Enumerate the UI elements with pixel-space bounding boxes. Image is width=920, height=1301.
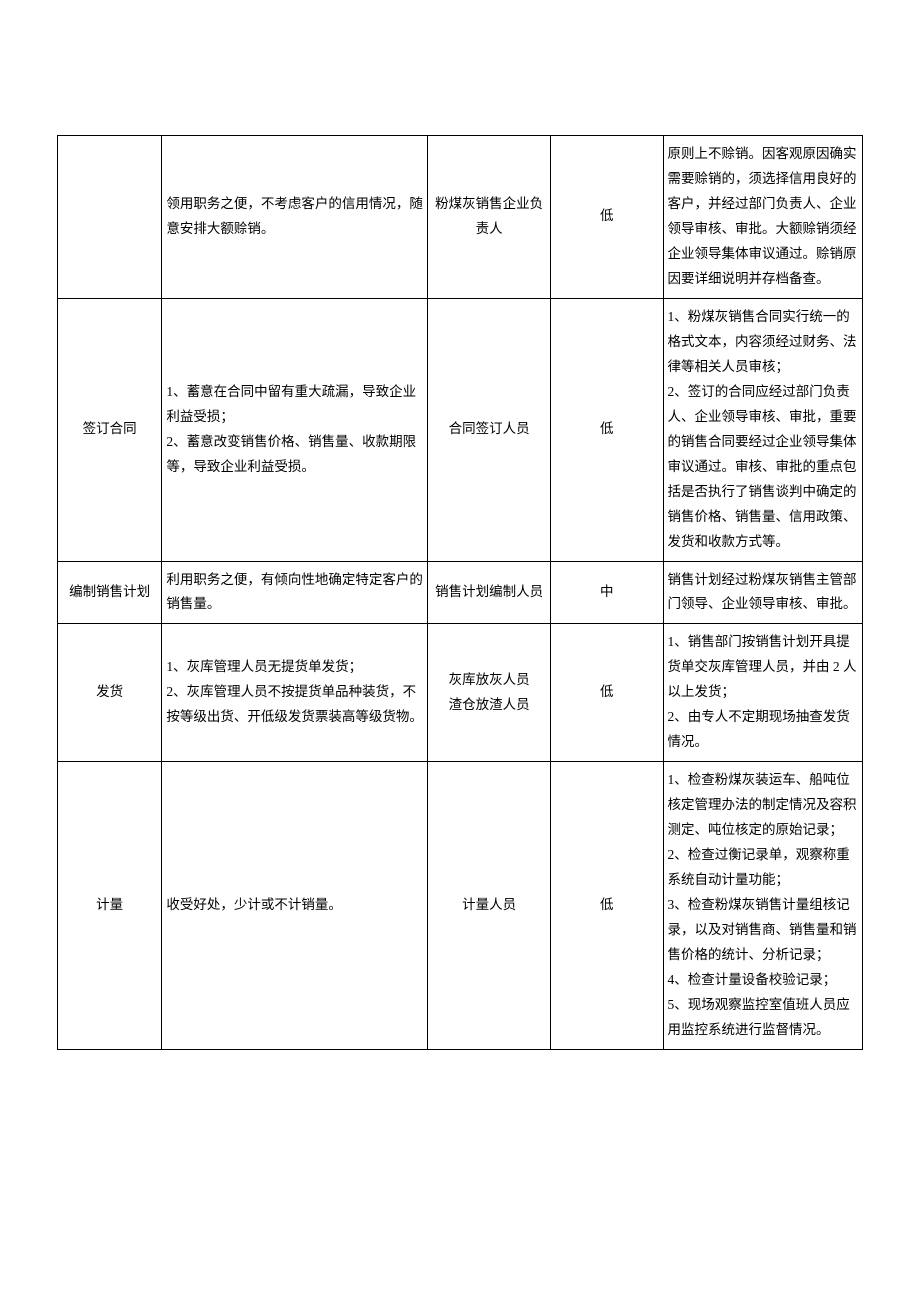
cell-level: 低: [551, 624, 664, 762]
cell-measure: 1、销售部门按销售计划开具提货单交灰库管理人员，并由 2 人以上发货；2、由专人…: [663, 624, 862, 762]
cell-responsible: 合同签订人员: [428, 298, 551, 561]
cell-process: 发货: [58, 624, 162, 762]
cell-process: 计量: [58, 762, 162, 1050]
cell-risk: 1、灰库管理人员无提货单发货；2、灰库管理人员不按提货单品种装货，不按等级出货、…: [162, 624, 428, 762]
cell-risk: 利用职务之便，有倾向性地确定特定客户的销售量。: [162, 561, 428, 624]
cell-risk: 收受好处，少计或不计销量。: [162, 762, 428, 1050]
risk-control-table: 领用职务之便，不考虑客户的信用情况，随意安排大额赊销。 粉煤灰销售企业负责人 低…: [57, 135, 863, 1050]
table-row: 领用职务之便，不考虑客户的信用情况，随意安排大额赊销。 粉煤灰销售企业负责人 低…: [58, 136, 863, 299]
cell-responsible: 计量人员: [428, 762, 551, 1050]
table-row: 签订合同 1、蓄意在合同中留有重大疏漏，导致企业利益受损；2、蓄意改变销售价格、…: [58, 298, 863, 561]
table-row: 编制销售计划 利用职务之便，有倾向性地确定特定客户的销售量。 销售计划编制人员 …: [58, 561, 863, 624]
cell-responsible: 灰库放灰人员渣仓放渣人员: [428, 624, 551, 762]
cell-level: 低: [551, 298, 664, 561]
cell-process: 签订合同: [58, 298, 162, 561]
cell-measure: 1、粉煤灰销售合同实行统一的格式文本，内容须经过财务、法律等相关人员审核；2、签…: [663, 298, 862, 561]
table-row: 计量 收受好处，少计或不计销量。 计量人员 低 1、检查粉煤灰装运车、船吨位核定…: [58, 762, 863, 1050]
cell-level: 中: [551, 561, 664, 624]
cell-responsible: 粉煤灰销售企业负责人: [428, 136, 551, 299]
cell-responsible: 销售计划编制人员: [428, 561, 551, 624]
cell-measure: 销售计划经过粉煤灰销售主管部门领导、企业领导审核、审批。: [663, 561, 862, 624]
cell-measure: 原则上不赊销。因客观原因确实需要赊销的，须选择信用良好的客户，并经过部门负责人、…: [663, 136, 862, 299]
cell-level: 低: [551, 136, 664, 299]
cell-measure: 1、检查粉煤灰装运车、船吨位核定管理办法的制定情况及容积测定、吨位核定的原始记录…: [663, 762, 862, 1050]
cell-process: 编制销售计划: [58, 561, 162, 624]
cell-level: 低: [551, 762, 664, 1050]
cell-process: [58, 136, 162, 299]
table-row: 发货 1、灰库管理人员无提货单发货；2、灰库管理人员不按提货单品种装货，不按等级…: [58, 624, 863, 762]
cell-risk: 领用职务之便，不考虑客户的信用情况，随意安排大额赊销。: [162, 136, 428, 299]
cell-risk: 1、蓄意在合同中留有重大疏漏，导致企业利益受损；2、蓄意改变销售价格、销售量、收…: [162, 298, 428, 561]
